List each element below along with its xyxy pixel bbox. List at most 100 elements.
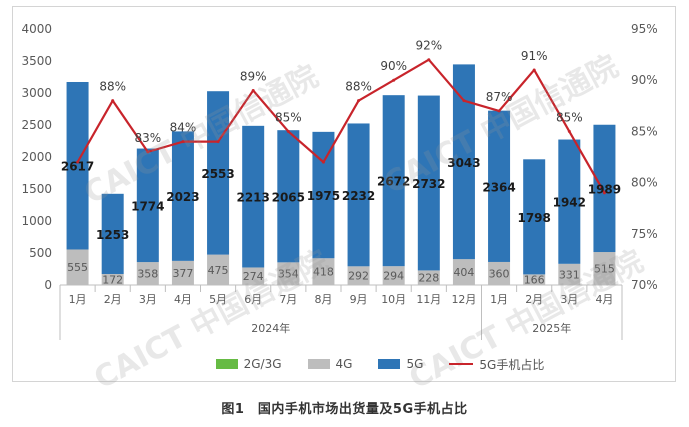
data-label-5g: 1798 [517,211,550,225]
data-label-4g: 360 [489,267,510,280]
data-label-5g: 2023 [166,190,199,204]
bar-5g [488,110,511,262]
x-tick-label: 5月 [209,293,227,306]
legend-label-2g3g: 2G/3G [243,357,282,371]
x-tick-label: 6月 [244,293,262,306]
legend-swatch-5g-share [449,363,474,365]
data-label-5g: 2553 [201,167,234,181]
data-label-4g: 294 [383,270,404,283]
bar-4g [171,260,194,285]
bar-4g [66,249,89,285]
data-label-4g: 331 [559,268,580,281]
x-tick-label: 11月 [416,293,441,306]
bar-4g [452,259,475,285]
bar-4g [347,266,370,285]
line-point-5g-share [321,160,325,164]
year-group-label: 2024年 [251,321,290,335]
data-label-5g: 1989 [588,182,621,196]
bar-5g [382,95,405,267]
data-label-5g-share: 91% [521,49,548,63]
data-label-5g: 2213 [236,191,269,205]
bar-4g [593,252,616,285]
legend-item-4g: 4G [307,357,353,371]
line-point-5g-share [76,160,80,164]
data-label-5g: 1253 [96,228,129,242]
legend-swatch-5g [378,359,401,369]
year-group-label: 2025年 [532,321,571,335]
data-label-4g: 555 [67,261,88,274]
data-label-4g: 292 [348,270,369,283]
line-point-5g-share [251,88,255,92]
data-label-4g: 358 [137,268,158,281]
data-label-4g: 515 [594,263,615,276]
bar-4g [136,262,159,285]
legend-label-4g: 4G [335,357,353,371]
x-tick-label: 12月 [451,293,476,306]
y-left-tick-label: 3500 [21,54,52,68]
bar-5g [417,95,440,271]
bar-5g [171,131,194,261]
y-left-tick-label: 4000 [21,22,52,36]
x-tick-label: 3月 [560,293,578,306]
legend-swatch-4g [307,359,330,369]
data-label-4g: 172 [102,273,123,286]
data-label-5g: 3043 [447,156,480,170]
x-tick-label: 2月 [525,293,543,306]
y-left-tick-label: 3000 [21,86,52,100]
x-tick-label: 2月 [104,293,122,306]
line-point-5g-share [216,140,220,144]
legend-label-5g: 5G [406,357,424,371]
y-left-tick-label: 500 [29,246,52,260]
data-label-4g: 354 [278,268,299,281]
bar-4g [558,263,581,285]
x-tick-label: 3月 [139,293,157,306]
x-tick-label: 7月 [279,293,297,306]
data-label-5g: 1975 [307,189,340,203]
y-right-tick-label: 80% [631,176,658,190]
data-label-4g: 475 [208,264,229,277]
data-label-5g: 2617 [61,160,94,174]
bar-5g [312,131,335,259]
y-left-tick-label: 1500 [21,182,52,196]
bar-5g [523,159,546,275]
legend-swatch-2g3g [215,359,238,369]
data-label-5g: 2732 [412,177,445,191]
bar-4g [417,270,440,285]
data-label-5g-share: 89% [240,69,267,83]
x-tick-label: 4月 [595,293,613,306]
bar-4g [312,258,335,285]
bar-5g [347,123,370,267]
line-point-5g-share [181,140,185,144]
bar-4g [242,267,265,285]
bar-5g [66,81,89,250]
legend-label-5g-share: 5G手机占比 [479,357,545,372]
data-label-5g-share: 92% [415,39,442,53]
data-label-4g: 274 [243,270,264,283]
y-left-tick-label: 2500 [21,118,52,132]
bar-4g [488,261,511,285]
line-point-5g-share [392,78,396,82]
y-right-tick-label: 70% [631,278,658,292]
y-left-tick-label: 1000 [21,214,52,228]
data-label-5g: 2065 [272,190,305,204]
legend-item-5g: 5G [378,357,423,371]
line-5g-share [76,58,606,194]
data-label-5g-share: 88% [345,80,372,94]
line-point-5g-share [427,58,431,62]
bar-4g [101,273,124,285]
x-tick-label: 9月 [350,293,368,306]
line-point-5g-share [497,109,501,113]
data-label-5g: 1942 [553,196,586,210]
bar-5g [136,148,159,263]
legend-item-5g-share: 5G手机占比 [449,356,544,373]
line-point-5g-share [532,68,536,72]
data-label-4g: 377 [172,267,193,280]
y-right-tick-label: 90% [631,73,658,87]
line-point-5g-share [357,99,361,103]
bar-5g [558,139,581,264]
x-tick-label: 10月 [381,293,406,306]
bar-4g [207,254,230,285]
y-left-tick-label: 2000 [21,150,52,164]
data-label-5g-share: 83% [134,131,161,145]
